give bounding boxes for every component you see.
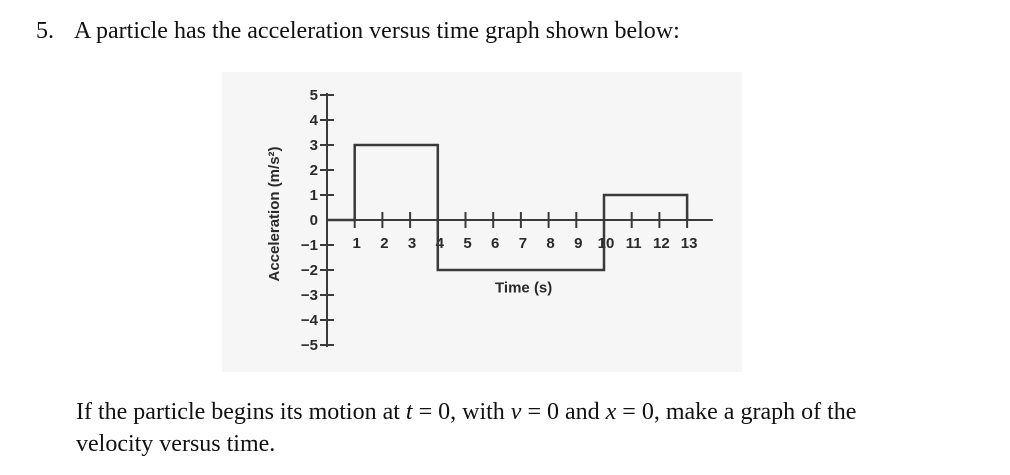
x-tick-label: 11 bbox=[626, 235, 642, 252]
x-tick-label: 6 bbox=[491, 235, 499, 252]
prompt-text-4: = 0, make a graph of the bbox=[616, 399, 857, 425]
y-tick-label: 3 bbox=[310, 137, 318, 154]
x-tick-label: 9 bbox=[574, 235, 582, 252]
x-tick-label: 2 bbox=[380, 235, 388, 252]
question-title: 5. A particle has the acceleration versus… bbox=[36, 18, 680, 45]
x-tick-label: 7 bbox=[519, 235, 527, 252]
var-t: t bbox=[405, 399, 413, 425]
y-tick-label: 1 bbox=[310, 187, 318, 204]
question-text: A particle has the acceleration versus t… bbox=[74, 18, 680, 44]
y-tick-label: 4 bbox=[310, 112, 319, 129]
x-tick-label: 8 bbox=[546, 235, 554, 252]
var-x: x bbox=[605, 399, 617, 425]
var-v: v bbox=[510, 399, 522, 425]
x-tick-label: 4 bbox=[436, 235, 445, 252]
y-axis-title: Acceleration (m/s²) bbox=[266, 146, 283, 281]
question-number: 5. bbox=[36, 18, 54, 44]
question-prompt: If the particle begins its motion at t =… bbox=[76, 396, 976, 460]
x-tick-label: 1 bbox=[353, 235, 361, 252]
x-tick-label: 13 bbox=[681, 235, 698, 252]
x-tick-label: 12 bbox=[653, 235, 670, 252]
prompt-text-3: = 0 and bbox=[521, 399, 606, 425]
y-tick-label: −2 bbox=[301, 262, 318, 279]
y-tick-label: −4 bbox=[301, 312, 319, 329]
acceleration-time-graph: 5 4 3 2 1 0 −1 −2 −3 −4 −5 1 2 3 4 5 6 7 8 9 10 11 12 13 Time (s… bbox=[222, 72, 742, 372]
x-tick-label: 10 bbox=[598, 235, 615, 252]
y-tick-label: 2 bbox=[310, 162, 318, 179]
y-tick-label: 0 bbox=[310, 212, 318, 229]
y-tick-label: −5 bbox=[301, 337, 318, 354]
prompt-text-1: If the particle begins its motion at bbox=[76, 399, 406, 425]
prompt-line-2: velocity versus time. bbox=[76, 431, 276, 457]
y-tick-label: −3 bbox=[301, 287, 318, 304]
y-tick-label: 5 bbox=[310, 87, 318, 104]
acceleration-step-line bbox=[327, 143, 689, 272]
x-axis-title: Time (s) bbox=[495, 280, 552, 297]
x-tick-label: 3 bbox=[408, 235, 416, 252]
x-tick-label: 5 bbox=[463, 235, 471, 252]
y-tick-label: −1 bbox=[301, 237, 318, 254]
prompt-text-2: = 0, with bbox=[412, 399, 511, 425]
